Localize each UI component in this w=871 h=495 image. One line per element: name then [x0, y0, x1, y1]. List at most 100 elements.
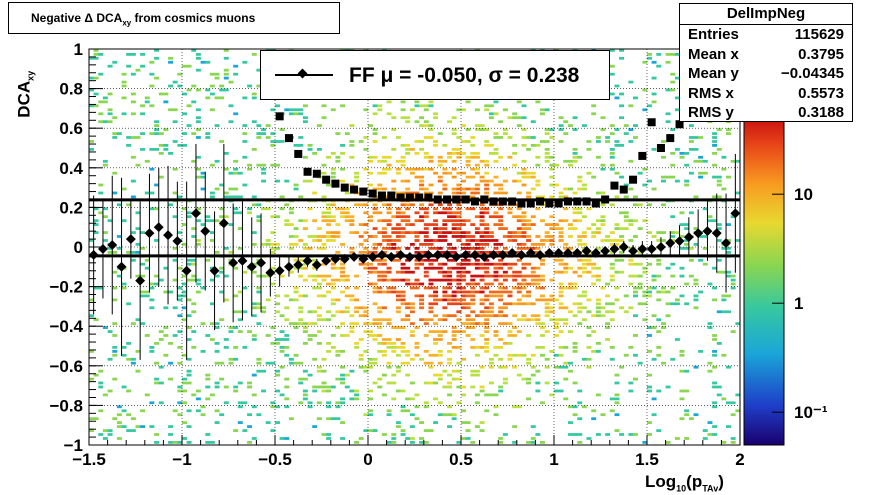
heatmap-cell: [609, 203, 615, 207]
heatmap-cell: [312, 357, 318, 361]
heatmap-cell: [423, 191, 429, 195]
heatmap-cell: [637, 203, 643, 207]
heatmap-cell: [270, 266, 276, 270]
heatmap-cell: [312, 274, 318, 278]
heatmap-cell: [670, 88, 676, 92]
heatmap-cell: [470, 326, 476, 329]
heatmap-cell: [488, 231, 494, 234]
heatmap-cell: [493, 274, 499, 278]
heatmap-cell: [502, 128, 508, 131]
heatmap-cell: [600, 286, 606, 290]
heatmap-cell: [335, 251, 341, 254]
heatmap-cell: [242, 286, 248, 290]
heatmap-cell: [647, 389, 652, 393]
heatmap-cell: [549, 310, 555, 314]
heatmap-cell: [182, 64, 187, 68]
heatmap-cell: [507, 207, 513, 211]
heatmap-cell: [558, 282, 564, 286]
heatmap-cell: [121, 84, 127, 88]
heatmap-cell: [707, 219, 713, 223]
heatmap-cell: [568, 187, 573, 191]
heatmap-cell: [493, 294, 499, 298]
heatmap-cell: [391, 215, 397, 219]
heatmap-cell: [456, 330, 462, 333]
heatmap-cell: [647, 350, 652, 353]
heatmap-cell: [535, 286, 541, 290]
heatmap-cell: [391, 231, 397, 234]
heatmap-cell: [270, 342, 276, 345]
heatmap-cell: [456, 266, 462, 270]
heatmap-cell: [405, 144, 411, 147]
data-point-rms: [396, 193, 405, 202]
heatmap-cell: [526, 361, 532, 365]
data-point-mean: [535, 249, 545, 260]
heatmap-cell: [535, 195, 541, 199]
heatmap-cell: [395, 167, 401, 171]
heatmap-cell: [419, 243, 425, 246]
heatmap-cell: [451, 231, 457, 234]
heatmap-cell: [219, 413, 225, 417]
heatmap-cell: [344, 294, 350, 298]
heatmap-cell: [368, 334, 373, 337]
heatmap-cell: [684, 282, 690, 286]
heatmap-cell: [721, 294, 727, 298]
heatmap-cell: [102, 215, 108, 219]
heatmap-cell: [377, 231, 383, 234]
heatmap-cell: [609, 167, 615, 171]
heatmap-cell: [326, 350, 332, 353]
heatmap-cell: [279, 437, 285, 440]
heatmap-cell: [581, 235, 587, 238]
heatmap-cell: [623, 183, 629, 187]
heatmap-cell: [623, 132, 629, 135]
heatmap-cell: [544, 140, 550, 143]
heatmap-cell: [544, 128, 550, 131]
heatmap-cell: [461, 247, 466, 250]
heatmap-cell: [298, 377, 304, 381]
heatmap-cell: [456, 318, 462, 322]
heatmap-cell: [572, 381, 578, 385]
heatmap-cell: [354, 298, 360, 302]
heatmap-cell: [493, 330, 499, 333]
heatmap-cell: [214, 72, 220, 76]
heatmap-cell: [502, 227, 508, 230]
heatmap-cell: [484, 140, 490, 143]
heatmap-cell: [484, 286, 490, 290]
heatmap-cell: [182, 377, 187, 381]
heatmap-cell: [358, 203, 364, 207]
heatmap-cell: [461, 187, 466, 191]
heatmap-cell: [563, 195, 569, 199]
heatmap-cell: [502, 433, 508, 436]
heatmap-cell: [409, 243, 415, 246]
heatmap-cell: [223, 68, 229, 72]
heatmap-cell: [721, 167, 727, 171]
heatmap-cell: [219, 96, 225, 100]
heatmap-cell: [456, 346, 462, 349]
heatmap-cell: [321, 381, 327, 385]
heatmap-cell: [735, 159, 740, 163]
heatmap-cell: [526, 441, 532, 444]
heatmap-cell: [340, 401, 346, 405]
heatmap-cell: [354, 441, 360, 444]
heatmap-cell: [735, 409, 740, 413]
heatmap-cell: [633, 136, 638, 139]
heatmap-cell: [609, 409, 615, 413]
data-point-rms: [331, 179, 340, 188]
heatmap-cell: [195, 282, 201, 286]
heatmap-cell: [540, 262, 545, 266]
heatmap-cell: [381, 338, 387, 341]
heatmap-cell: [591, 112, 597, 116]
heatmap-cell: [670, 152, 676, 155]
heatmap-cell: [168, 441, 174, 444]
heatmap-cell: [605, 433, 611, 436]
heatmap-cell: [135, 243, 141, 246]
heatmap-cell: [530, 302, 536, 306]
heatmap-cell: [656, 239, 662, 242]
heatmap-cell: [437, 231, 443, 234]
heatmap-cell: [535, 274, 541, 278]
heatmap-cell: [684, 243, 690, 246]
heatmap-cell: [433, 239, 439, 242]
heatmap-cell: [465, 239, 471, 242]
heatmap-cell: [693, 294, 699, 298]
heatmap-cell: [544, 381, 550, 385]
heatmap-cell: [502, 306, 508, 310]
